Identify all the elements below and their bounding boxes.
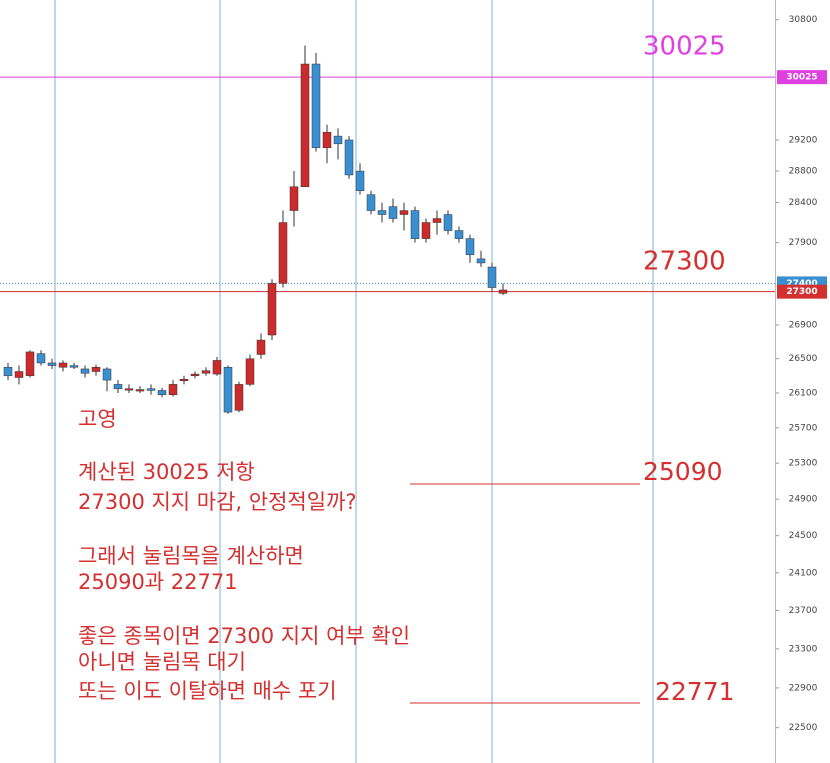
annotation-line: 좋은 종목이면 27300 지지 여부 확인: [78, 624, 410, 648]
candle-body: [135, 389, 145, 392]
candle-body: [157, 390, 167, 395]
price-tag: [777, 70, 827, 85]
y-tick-label: 26900: [789, 320, 818, 330]
candle-body: [223, 366, 233, 413]
level-annotation: 27300: [643, 247, 726, 277]
y-tick-label: 25700: [789, 423, 818, 433]
y-tick-label: 26500: [789, 354, 818, 364]
candle-body: [487, 266, 497, 288]
candle-body: [300, 63, 310, 188]
candle-body: [113, 384, 123, 389]
candle-body: [256, 339, 266, 355]
candle-body: [410, 210, 420, 239]
annotation-line: 25090과 22771: [78, 570, 238, 594]
annotation-title: 고영: [78, 407, 117, 431]
candle-body: [454, 230, 464, 239]
candle-body: [80, 368, 90, 374]
candle-body: [201, 370, 211, 374]
candle-body: [179, 378, 189, 381]
candle-body: [212, 360, 222, 375]
candle-body: [234, 384, 244, 411]
candle-body: [47, 362, 57, 366]
candle-body: [377, 210, 387, 215]
y-tick-label: 24900: [789, 495, 818, 505]
candle-body: [146, 388, 156, 391]
y-tick-label: 22900: [789, 683, 818, 693]
candle-body: [124, 388, 134, 391]
candle-body: [355, 170, 365, 191]
candle-body: [498, 289, 508, 294]
candle-body: [366, 194, 376, 211]
candle-body: [58, 362, 68, 368]
y-tick-label: 26100: [789, 389, 818, 399]
price-tag-label: 27400: [786, 279, 817, 289]
y-tick-label: 24100: [789, 568, 818, 578]
candle-body: [91, 366, 101, 372]
candle-body: [388, 206, 398, 219]
annotation-line: 그래서 눌림목을 계산하면: [78, 544, 304, 568]
candle-body: [333, 135, 343, 145]
candle-body: [465, 238, 475, 256]
candle-body: [476, 258, 486, 264]
y-tick-label: 23700: [789, 606, 818, 616]
y-tick-label: 24500: [789, 531, 818, 541]
candle-body: [399, 210, 409, 215]
y-tick-label: 25300: [789, 459, 818, 469]
candle-body: [190, 373, 200, 377]
y-tick-label: 27900: [789, 238, 818, 248]
annotation-line: 27300 지지 마감, 안정적일까?: [78, 490, 357, 514]
candle-body: [443, 214, 453, 231]
candle-body: [322, 131, 332, 148]
level-annotation: 30025: [643, 32, 726, 62]
y-tick-label: 28800: [789, 167, 818, 177]
annotation-line: 아니면 눌림목 대기: [78, 650, 246, 674]
price-tag: [777, 284, 827, 299]
candle-body: [14, 371, 24, 378]
candle-body: [289, 186, 299, 211]
candle-body: [421, 222, 431, 239]
candle-body: [25, 351, 35, 377]
candle-body: [168, 384, 178, 395]
annotation-line: 또는 이도 이탈하면 매수 포기: [78, 679, 337, 703]
candle-body: [102, 368, 112, 381]
annotation-line: 계산된 30025 저항: [78, 460, 255, 484]
candle-body: [267, 283, 277, 336]
candle-body: [432, 218, 442, 223]
level-label: 25090: [643, 457, 723, 486]
y-tick-label: 29200: [789, 135, 818, 145]
candle-body: [36, 353, 46, 364]
price-tag-label: 27300: [786, 287, 817, 297]
y-tick-label: 23300: [789, 644, 818, 654]
candle-body: [3, 366, 13, 377]
price-tag-label: 30025: [786, 73, 817, 83]
level-label: 22771: [655, 677, 735, 706]
y-tick-label: 30800: [789, 15, 818, 25]
candle-body: [278, 222, 288, 284]
candle-body: [245, 358, 255, 385]
candle-body: [344, 139, 354, 176]
candle-body: [69, 365, 79, 368]
candle-body: [311, 63, 321, 148]
y-tick-label: 28400: [789, 198, 818, 208]
y-tick-label: 22500: [789, 723, 818, 733]
